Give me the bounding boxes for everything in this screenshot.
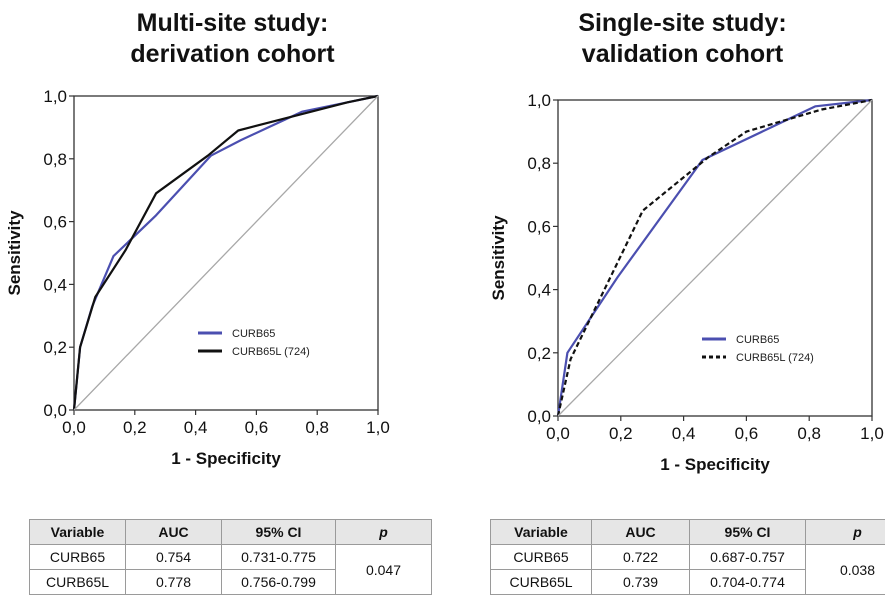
- x-tick-label: 1,0: [366, 418, 390, 437]
- y-tick-label: 0,8: [43, 150, 67, 169]
- table-header-auc: AUC: [125, 519, 222, 545]
- x-tick-label: 0,4: [672, 424, 696, 443]
- chart-title-left-line1: Multi-site study:: [136, 9, 329, 37]
- table-cell-auc: 0.754: [125, 544, 222, 570]
- table-cell-variable: CURB65: [490, 544, 592, 570]
- y-axis-label: Sensitivity: [5, 210, 24, 296]
- table-cell-variable: CURB65L: [29, 569, 126, 595]
- roc-chart-derivation: 0,0 0,2 0,4 0,6 0,8 1,0 0,0 0,2 0,4 0,6 0,8 1,0 1 - …: [5, 87, 390, 468]
- table-header-auc: AUC: [591, 519, 690, 545]
- chart-title-left-line2: derivation cohort: [130, 40, 335, 68]
- y-tick-label: 0,2: [527, 344, 551, 363]
- x-tick-label: 1,0: [860, 424, 884, 443]
- table-cell-p: 0.038: [805, 544, 885, 595]
- reference-diagonal-line: [73, 95, 379, 411]
- table-cell-auc: 0.739: [591, 569, 690, 595]
- table-row: CURB65L 0.739 0.704-0.774: [490, 569, 885, 595]
- y-tick-label: 1,0: [527, 91, 551, 110]
- table-header-p: p: [805, 519, 885, 545]
- auc-table-validation: Variable AUC 95% CI p CURB65 0.722 0.687…: [490, 519, 885, 595]
- x-tick-label: 0,6: [245, 418, 269, 437]
- x-tick-label: 0,0: [62, 418, 86, 437]
- y-tick-label: 0,0: [527, 407, 551, 426]
- chart-title-left: Multi-site study: derivation cohort: [60, 8, 405, 70]
- legend-label: CURB65L (724): [736, 352, 814, 364]
- x-tick-label: 0,4: [184, 418, 208, 437]
- y-tick-label: 0,2: [43, 338, 67, 357]
- table-row: CURB65 0.754 0.731-0.775 0.047: [29, 544, 432, 595]
- table-cell-ci: 0.731-0.775: [221, 544, 336, 570]
- chart-title-right: Single-site study: validation cohort: [510, 8, 855, 70]
- x-tick-label: 0,8: [305, 418, 329, 437]
- y-tick-label: 1,0: [43, 87, 67, 106]
- table-cell-ci: 0.756-0.799: [221, 569, 336, 595]
- table-header-ci: 95% CI: [221, 519, 336, 545]
- table-header-ci: 95% CI: [689, 519, 806, 545]
- x-tick-label: 0,2: [609, 424, 633, 443]
- y-tick-label: 0,4: [43, 275, 67, 294]
- table-header-row: Variable AUC 95% CI p: [490, 519, 885, 545]
- table-cell-variable: CURB65L: [490, 569, 592, 595]
- y-tick-label: 0,4: [527, 281, 551, 300]
- chart-title-right-line1: Single-site study:: [578, 9, 787, 37]
- plot-frame: [557, 99, 873, 417]
- table-row: CURB65 0.722 0.687-0.757 0.038: [490, 544, 885, 595]
- y-axis-label: Sensitivity: [489, 215, 508, 301]
- auc-table-validation-clip: Variable AUC 95% CI p CURB65 0.722 0.687…: [490, 519, 885, 598]
- x-tick-label: 0,2: [123, 418, 147, 437]
- table-cell-ci: 0.704-0.774: [689, 569, 806, 595]
- table-header-p: p: [335, 519, 432, 545]
- plot-frame: [73, 95, 379, 411]
- table-row: CURB65L 0.778 0.756-0.799: [29, 569, 432, 595]
- table-header-row: Variable AUC 95% CI p: [29, 519, 432, 545]
- x-axis-label: 1 - Specificity: [171, 449, 281, 468]
- series-line-curb65l: [556, 98, 873, 417]
- reference-diagonal-line: [557, 99, 873, 417]
- auc-table-derivation: Variable AUC 95% CI p CURB65 0.754 0.731…: [29, 519, 432, 595]
- y-tick-label: 0,6: [527, 217, 551, 236]
- y-tick-label: 0,8: [527, 154, 551, 173]
- x-tick-label: 0,8: [797, 424, 821, 443]
- table-cell-ci: 0.687-0.757: [689, 544, 806, 570]
- table-cell-p: 0.047: [335, 544, 432, 595]
- series-line-curb65: [556, 98, 873, 417]
- x-tick-label: 0,0: [546, 424, 570, 443]
- legend-label: CURB65: [736, 334, 779, 346]
- table-cell-auc: 0.722: [591, 544, 690, 570]
- y-tick-label: 0,6: [43, 213, 67, 232]
- series-line-curb65l: [72, 94, 379, 411]
- x-axis-label: 1 - Specificity: [660, 455, 770, 474]
- legend-label: CURB65L (724): [232, 346, 310, 358]
- table-cell-variable: CURB65: [29, 544, 126, 570]
- legend-label: CURB65: [232, 328, 275, 340]
- table-cell-auc: 0.778: [125, 569, 222, 595]
- table-header-variable: Variable: [490, 519, 592, 545]
- x-tick-label: 0,6: [735, 424, 759, 443]
- roc-chart-validation: 0,0 0,2 0,4 0,6 0,8 1,0 0,0 0,2 0,4 0,6 0,8 1,0 1 - …: [489, 91, 884, 474]
- table-header-variable: Variable: [29, 519, 126, 545]
- y-tick-label: 0,0: [43, 401, 67, 420]
- chart-title-right-line2: validation cohort: [581, 40, 784, 68]
